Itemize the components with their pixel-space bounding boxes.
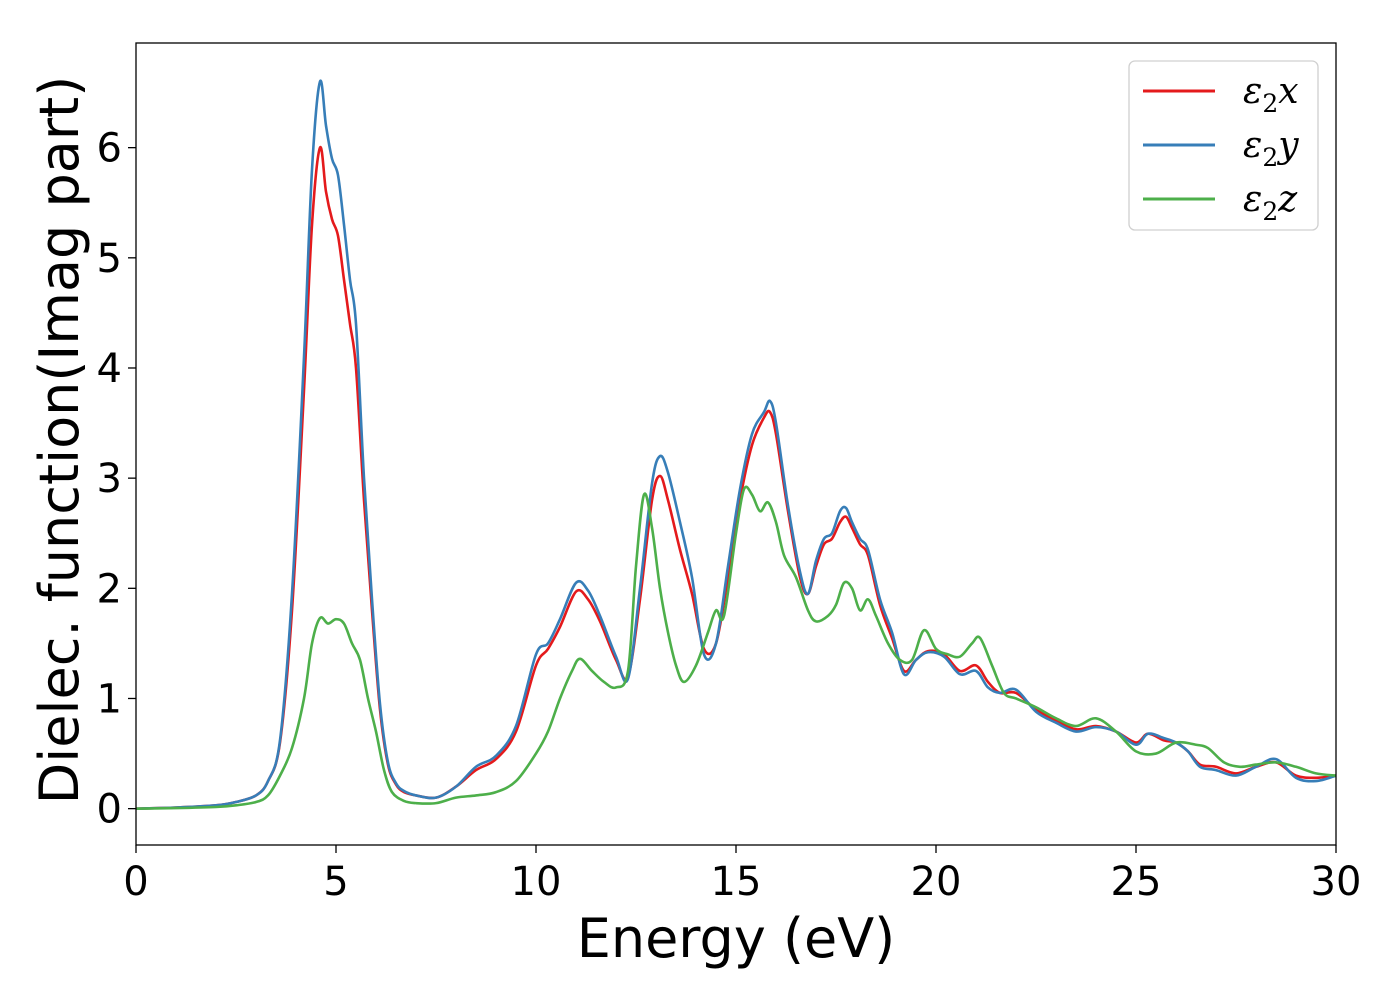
axes: 0 5 10 15 20 25 30 0 1 2 3 4 5 6 bbox=[97, 126, 1362, 905]
plot-area bbox=[136, 79, 1336, 810]
legend-label-x: ε2x bbox=[1243, 71, 1299, 118]
y-tick-label: 4 bbox=[97, 346, 122, 392]
y-tick-label: 0 bbox=[97, 787, 122, 833]
y-axis-title: Dielec. function(Imag part) bbox=[28, 76, 91, 805]
y-tick-label: 3 bbox=[97, 456, 122, 502]
series-line-z bbox=[136, 485, 1336, 810]
legend: ε2x ε2y ε2z bbox=[1128, 60, 1319, 231]
legend-box bbox=[1128, 60, 1319, 231]
legend-label-y: ε2y bbox=[1243, 125, 1299, 172]
x-tick-label: 15 bbox=[711, 859, 762, 905]
x-tick-label: 25 bbox=[1111, 859, 1162, 905]
x-tick-label: 5 bbox=[323, 859, 348, 905]
y-tick-label: 1 bbox=[97, 676, 122, 722]
y-tick-label: 2 bbox=[97, 566, 122, 612]
x-tick-label: 30 bbox=[1311, 859, 1362, 905]
y-tick-label: 5 bbox=[97, 236, 122, 282]
legend-label-z: ε2z bbox=[1243, 179, 1298, 226]
x-tick-label: 0 bbox=[123, 859, 148, 905]
series-line-y bbox=[136, 79, 1336, 810]
x-tick-label: 20 bbox=[911, 859, 962, 905]
x-tick-label: 10 bbox=[511, 859, 562, 905]
y-tick-label: 6 bbox=[97, 126, 122, 172]
x-axis-title: Energy (eV) bbox=[577, 907, 896, 970]
